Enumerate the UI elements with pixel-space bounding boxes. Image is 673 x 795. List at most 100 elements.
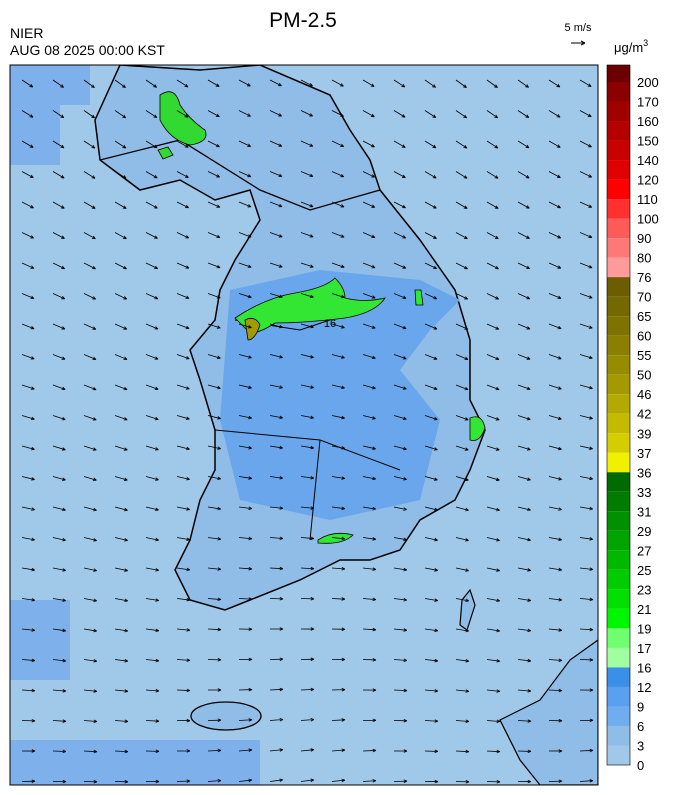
wind-arrow (145, 201, 158, 209)
wind-arrow (517, 476, 531, 481)
wind-arrow (517, 749, 532, 754)
wind-arrow (548, 140, 561, 148)
wind-arrow (548, 232, 562, 239)
wind-arrow (486, 506, 500, 512)
wind-arrow (486, 537, 500, 542)
colorbar-segment (607, 394, 630, 414)
wind-arrow (331, 415, 345, 420)
wind-arrow (548, 79, 561, 88)
wind-arrow (331, 323, 345, 329)
colorbar-segment (607, 355, 630, 375)
wind-arrow (52, 201, 65, 209)
wind-arrow (424, 293, 438, 300)
colorbar-segment (607, 101, 630, 122)
wind-arrow (424, 140, 437, 149)
wind-arrow (83, 749, 98, 754)
colorbar-label: 46 (637, 387, 651, 402)
wind-arrow (548, 323, 562, 330)
wind-arrow (83, 354, 97, 360)
wind-arrow (486, 689, 501, 693)
wind-arrow (362, 567, 377, 571)
wind-arrow (579, 627, 594, 632)
wind-arrow (393, 232, 407, 239)
wind-arrow (486, 110, 499, 119)
wind-arrow (579, 537, 594, 541)
wind-arrow (300, 262, 314, 268)
wind-arrow (269, 201, 283, 208)
wind-arrow (579, 415, 593, 420)
wind-arrow (83, 598, 98, 603)
wind-arrow (300, 201, 314, 208)
wind-arrow (455, 140, 468, 149)
wind-arrow (331, 384, 345, 389)
wind-arrow (393, 749, 408, 753)
wind-arrow (269, 657, 284, 661)
wind-arrow (145, 384, 159, 390)
wind-arrow (300, 384, 314, 389)
wind-arrow (362, 718, 377, 723)
wind-arrow (114, 628, 129, 633)
wind-arrow (300, 778, 315, 782)
wind-arrow (362, 445, 376, 450)
wind-arrow (486, 719, 501, 724)
colorbar-label: 37 (637, 446, 651, 461)
wind-scale-label: 5 m/s (565, 22, 592, 34)
colorbar-segment (607, 374, 630, 395)
wind-arrow (331, 687, 346, 692)
colorbar-label: 76 (637, 270, 651, 285)
wind-arrow (300, 110, 314, 117)
wind-arrow (424, 445, 438, 451)
colorbar-segment (607, 647, 630, 668)
wind-arrow (238, 687, 253, 692)
colorbar-label: 42 (637, 407, 651, 422)
colorbar-segment (607, 257, 630, 278)
wind-arrow (83, 232, 96, 240)
wind-arrow (548, 628, 563, 632)
wind-arrow (52, 658, 67, 663)
wind-arrow (176, 384, 190, 390)
agency: NIER (10, 25, 43, 41)
wind-arrow (269, 597, 284, 601)
colorbar-label: 70 (637, 290, 651, 305)
colorbar-segment (607, 452, 630, 473)
wind-arrow (548, 598, 563, 602)
wind-arrow (145, 415, 159, 421)
wind-arrow (269, 262, 283, 268)
colorbar-label: 33 (637, 485, 651, 500)
wind-arrow (52, 628, 67, 633)
wind-arrow (207, 688, 222, 692)
colorbar-segment (607, 218, 630, 239)
wind-arrow (207, 110, 220, 118)
wind-arrow (331, 354, 345, 359)
wind-arrow (207, 140, 220, 148)
wind-arrow (424, 598, 439, 602)
wind-arrow (393, 110, 406, 118)
colorbar-segment (607, 121, 630, 141)
wind-arrow (579, 506, 594, 511)
wind-arrow (393, 628, 408, 632)
wind-arrow (207, 718, 222, 722)
wind-arrow (455, 445, 469, 451)
wind-arrow (207, 384, 221, 390)
wind-arrow (21, 445, 35, 451)
wind-arrow (331, 262, 345, 268)
colorbar-label: 110 (637, 192, 658, 207)
wind-arrow (269, 718, 284, 722)
wind-arrow (393, 140, 406, 148)
colorbar: 2001701601501401201101009080767065605550… (606, 64, 659, 773)
wind-arrow (486, 415, 500, 421)
wind-arrow (83, 293, 97, 300)
wind-arrow (548, 688, 563, 693)
colorbar-segment (607, 296, 630, 317)
colorbar-label: 12 (637, 680, 651, 695)
wind-arrow (176, 232, 190, 239)
wind-arrow (393, 476, 407, 481)
wind-arrow (21, 384, 35, 390)
wind-arrow (238, 354, 252, 359)
wind-arrow (176, 628, 191, 632)
colorbar-segment (607, 706, 630, 726)
wind-arrow (238, 778, 253, 783)
wind-arrow (114, 171, 127, 179)
wind-arrow (548, 171, 561, 179)
wind-arrow (517, 262, 531, 270)
